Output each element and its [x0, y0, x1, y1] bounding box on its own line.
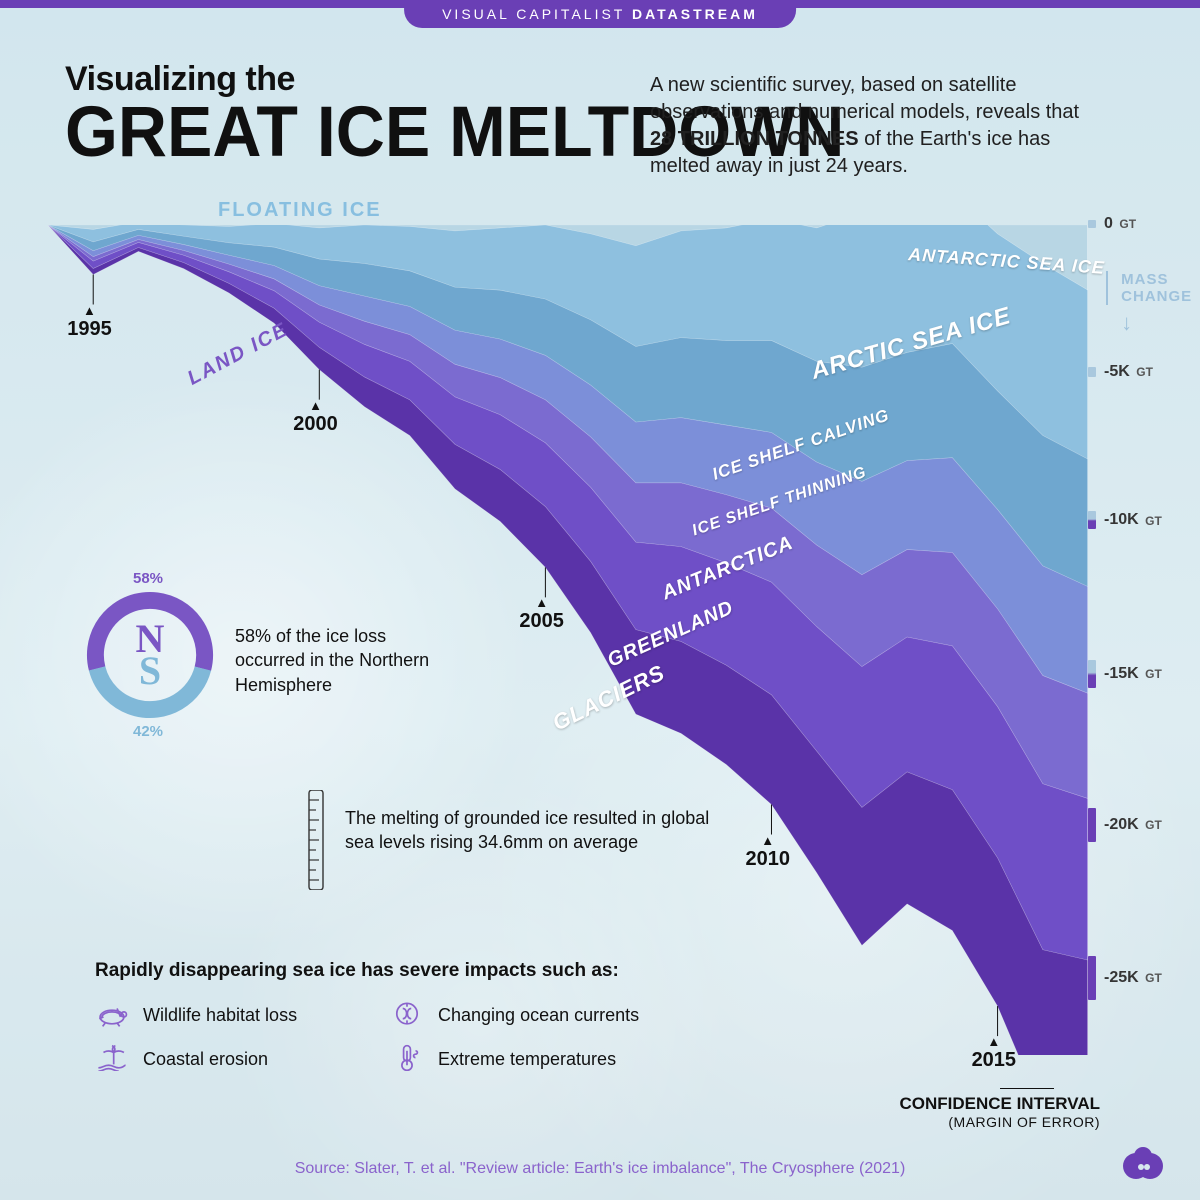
sea-level-text: The melting of grounded ice resulted in … [345, 790, 725, 855]
y-axis-ticks: 0 GT-5K GT-10K GT-15K GT-20K GT-25K GT [1088, 225, 1198, 1055]
y-title-a: MASS [1121, 271, 1168, 288]
impact-item: Extreme temperatures [390, 1044, 655, 1074]
donut-caption: 58% of the ice loss occurred in the Nort… [235, 590, 445, 697]
palm-icon [95, 1044, 129, 1074]
brand-logo-icon [1120, 1142, 1166, 1182]
year-mark: ▲1995 [67, 303, 112, 341]
south-pct: 42% [133, 723, 163, 740]
impacts-grid: Wildlife habitat loss Changing ocean curr… [95, 1000, 655, 1074]
impacts-section: Rapidly disappearing sea ice has severe … [95, 960, 655, 1074]
source-text: Source: Slater, T. et al. "Review articl… [0, 1160, 1200, 1178]
thermo-icon [390, 1044, 424, 1074]
confidence-line2: (MARGIN OF ERROR) [899, 1114, 1100, 1130]
impact-item: Changing ocean currents [390, 1000, 655, 1030]
hemisphere-donut: N S 58% 42% 58% of the ice loss occurred… [85, 590, 445, 720]
brand-text-b: DATASTREAM [632, 6, 758, 22]
intro-pre: A new scientific survey, based on satell… [650, 74, 1079, 123]
year-mark: ▲2010 [745, 833, 790, 871]
brand-pill: VISUAL CAPITALIST DATASTREAM [404, 2, 796, 28]
y-tick: -15K GT [1088, 660, 1198, 688]
impact-label: Changing ocean currents [438, 1005, 639, 1026]
currents-icon [390, 1000, 424, 1030]
brand-text-a: VISUAL CAPITALIST [442, 6, 625, 22]
floating-ice-label: FLOATING ICE [218, 199, 382, 222]
confidence-pointer [1000, 1088, 1054, 1089]
impact-item: Coastal erosion [95, 1044, 360, 1074]
year-mark: ▲2005 [519, 595, 564, 633]
sea-level-callout: The melting of grounded ice resulted in … [305, 790, 725, 890]
y-axis-title: MASS CHANGE ↓ [1106, 271, 1196, 335]
y-tick: -20K GT [1088, 808, 1198, 842]
y-tick: -10K GT [1088, 511, 1198, 529]
turtle-icon [95, 1000, 129, 1030]
donut-ring: N S 58% 42% [85, 590, 215, 720]
year-mark: ▲2015 [972, 1034, 1017, 1072]
y-tick: -25K GT [1088, 956, 1198, 1000]
impact-label: Wildlife habitat loss [143, 1005, 297, 1026]
y-title-b: CHANGE [1121, 288, 1192, 305]
impact-label: Extreme temperatures [438, 1049, 616, 1070]
intro-text: A new scientific survey, based on satell… [650, 72, 1090, 180]
impact-label: Coastal erosion [143, 1049, 268, 1070]
impact-item: Wildlife habitat loss [95, 1000, 360, 1030]
intro-bold: 28 TRILLION TONNES [650, 128, 859, 150]
down-arrow-icon: ↓ [1121, 310, 1192, 335]
confidence-line1: CONFIDENCE INTERVAL [899, 1094, 1100, 1114]
y-tick: 0 GT [1088, 215, 1198, 233]
ruler-icon [305, 790, 327, 890]
impacts-heading: Rapidly disappearing sea ice has severe … [95, 960, 655, 982]
south-letter: S [139, 655, 161, 687]
y-tick: -5K GT [1088, 363, 1198, 381]
north-pct: 58% [133, 570, 163, 587]
donut-center-letters: N S [85, 590, 215, 720]
year-mark: ▲2000 [293, 398, 338, 436]
confidence-label: CONFIDENCE INTERVAL (MARGIN OF ERROR) [899, 1094, 1100, 1130]
